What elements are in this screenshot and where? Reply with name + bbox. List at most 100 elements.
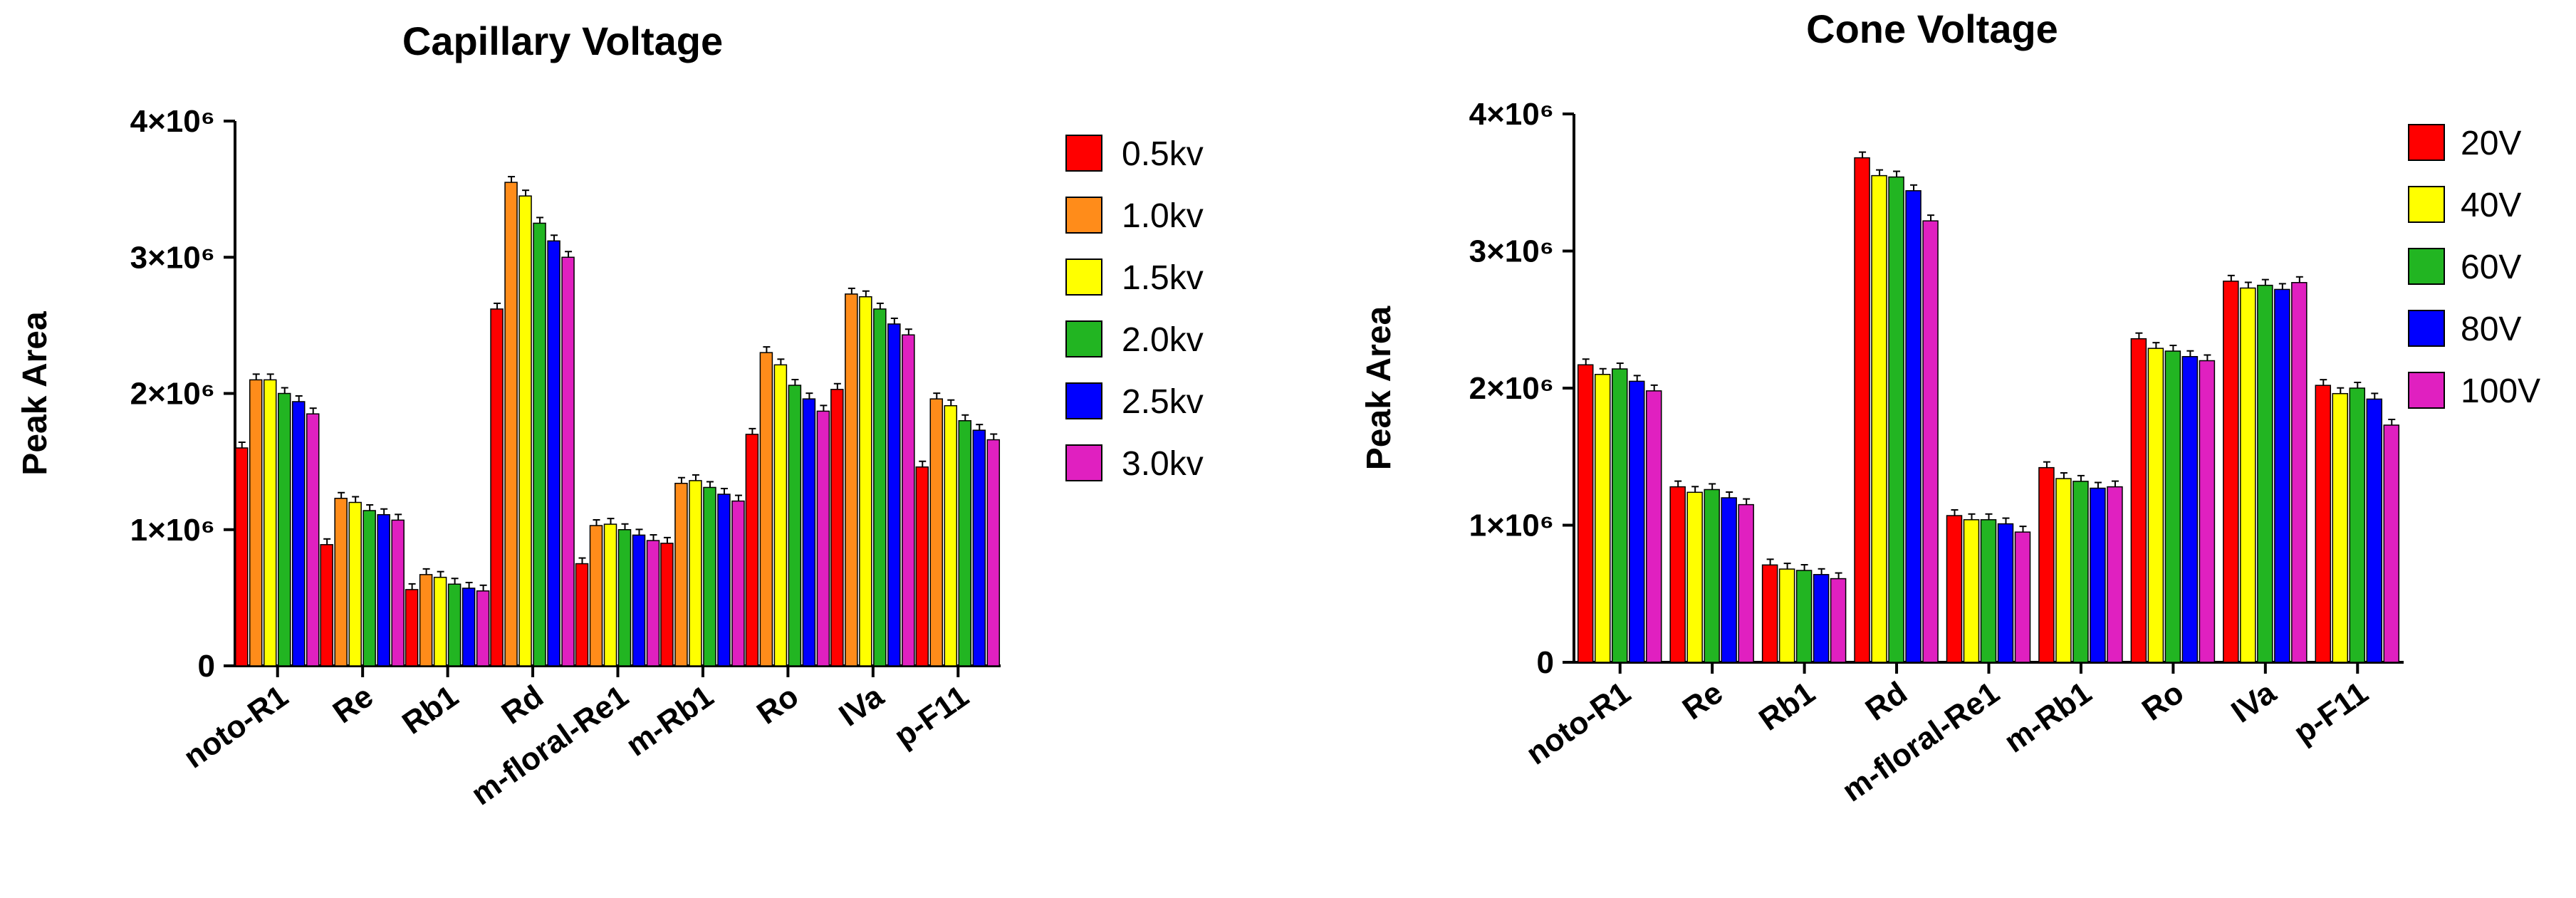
legend-swatch (1065, 135, 1102, 172)
legend-label: 100V (2461, 372, 2540, 410)
bar (363, 510, 376, 667)
x-tick-label: Re (1677, 675, 1729, 726)
bar (405, 589, 419, 667)
chart-0: Capillary Voltage Peak Area 0 1×10⁶ 2×10⁶ 3×1… (16, 19, 1204, 812)
x-tick-label: IVa (833, 679, 890, 733)
x-tick-label: m-Rb1 (620, 679, 719, 763)
bar (2181, 355, 2199, 663)
bar (1594, 374, 1611, 663)
bar (816, 410, 830, 667)
x-tick-label: m-Rb1 (1998, 675, 2097, 760)
legend-label: 2.0kv (1122, 321, 1204, 359)
x-tick-label: noto-R1 (1520, 675, 1637, 771)
bar (2349, 387, 2366, 663)
bar (1980, 519, 1997, 663)
bar (1888, 176, 1904, 663)
bar (1963, 519, 1980, 663)
bar (674, 482, 688, 667)
legend-swatch (2408, 186, 2445, 223)
legend-label: 40V (2461, 187, 2521, 224)
bar (476, 590, 490, 667)
bar (887, 323, 901, 667)
bar (617, 529, 632, 667)
bar (646, 540, 660, 667)
bar (234, 447, 249, 667)
bar (2147, 348, 2164, 663)
y-tick-label: 3×10⁶ (1469, 234, 1554, 269)
bar (2164, 350, 2181, 663)
bar (1871, 174, 1887, 663)
x-tick-label: Rb1 (396, 679, 464, 741)
bar (2199, 360, 2216, 663)
bar (2315, 385, 2332, 663)
legend-label: 1.0kv (1122, 197, 1204, 235)
x-tick-label: Ro (2136, 675, 2190, 728)
bar (2130, 338, 2147, 663)
bar (291, 401, 306, 667)
chart-1: Cone Voltage Peak Area 0 1×10⁶ 2×10⁶ 3×10⁶ 4×1… (1360, 6, 2540, 808)
bar (547, 240, 560, 667)
bar (603, 523, 617, 667)
bar (1669, 486, 1686, 663)
bar (759, 352, 773, 667)
bar (1611, 368, 1628, 663)
y-tick-label: 0 (1537, 645, 1554, 680)
bar (1854, 157, 1870, 663)
bar (2332, 392, 2349, 663)
bar (944, 404, 958, 667)
bar (1738, 503, 1754, 663)
legend-label: 3.0kv (1122, 445, 1204, 483)
bar (2257, 284, 2273, 663)
bar (391, 519, 405, 667)
legend-label: 80V (2461, 310, 2521, 348)
x-tick-label: p-F11 (888, 679, 975, 754)
bar (306, 413, 320, 667)
bar (433, 576, 447, 667)
bar (689, 480, 702, 667)
y-axis-label: Peak Area (1360, 306, 1398, 471)
legend-swatch (2408, 124, 2445, 161)
legend-swatch (2408, 372, 2445, 409)
y-tick-label: 4×10⁶ (130, 104, 215, 139)
bar (320, 544, 333, 667)
bar (462, 588, 476, 667)
legend-label: 20V (2461, 125, 2521, 162)
bar (802, 398, 816, 667)
bar (731, 500, 745, 667)
bar (533, 222, 546, 667)
bar (873, 308, 887, 667)
legend-label: 60V (2461, 249, 2521, 286)
bar (2055, 478, 2072, 663)
x-tick-label: IVa (2225, 675, 2283, 730)
legend-label: 0.5kv (1122, 135, 1204, 173)
bar (277, 392, 291, 667)
bar (2038, 466, 2055, 663)
bar (632, 534, 646, 667)
x-tick-label: noto-R1 (177, 679, 294, 775)
bar (2274, 288, 2290, 663)
bar (1830, 578, 1847, 663)
bar (745, 434, 759, 667)
chart-title: Cone Voltage (1806, 6, 2058, 51)
bar (845, 293, 858, 667)
y-tick-label: 2×10⁶ (130, 377, 215, 412)
bar (1795, 570, 1813, 663)
bar (717, 494, 731, 667)
bar (419, 574, 433, 667)
bar (1686, 491, 1703, 663)
bar (2383, 424, 2400, 663)
y-tick-label: 3×10⁶ (130, 240, 215, 275)
y-tick-label: 1×10⁶ (1469, 508, 1554, 543)
bar (2291, 282, 2308, 663)
bar (1946, 515, 1963, 663)
bar (2223, 281, 2239, 663)
x-tick-label: Rd (1860, 675, 1914, 728)
x-tick-label: Ro (751, 679, 805, 731)
bar (575, 563, 589, 667)
bar (447, 583, 462, 667)
y-tick-label: 4×10⁶ (1469, 97, 1554, 132)
bar (263, 379, 277, 667)
legend-label: 2.5kv (1122, 383, 1204, 421)
